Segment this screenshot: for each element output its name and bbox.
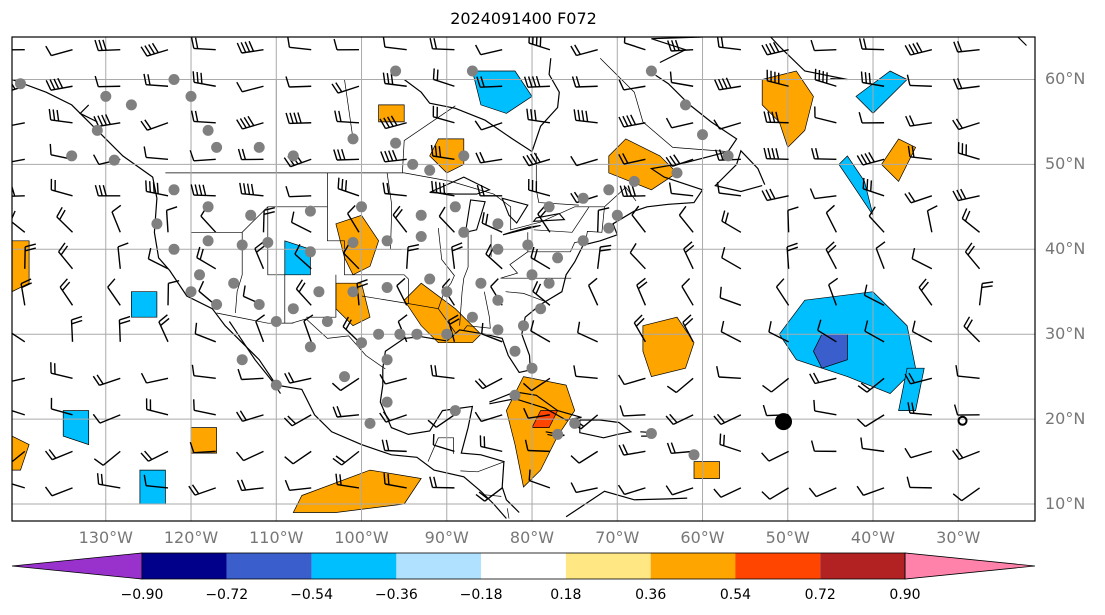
lon-label: 130°W	[78, 528, 133, 547]
lat-label: 10°N	[1045, 494, 1086, 514]
colorbar-tick-label: −0.90	[120, 587, 164, 603]
lat-label: 30°N	[1045, 324, 1086, 344]
colorbar-tick-label: −0.18	[459, 587, 503, 603]
colorbar-tick-label: 0.18	[550, 587, 582, 603]
colorbar-segment	[481, 553, 566, 579]
colorbar-tick-label: 0.72	[804, 587, 836, 603]
lon-label: 100°W	[334, 528, 389, 547]
lon-label: 50°W	[765, 528, 810, 547]
lon-label: 70°W	[595, 528, 640, 547]
lon-label: 110°W	[249, 528, 304, 547]
colorbar-tick-label: −0.36	[374, 587, 418, 603]
lon-label: 90°W	[424, 528, 469, 547]
lon-label: 120°W	[163, 528, 219, 547]
tropical-storm-marker	[775, 413, 793, 431]
lat-label: 50°N	[1045, 154, 1086, 174]
colorbar-extend-low	[11, 552, 143, 580]
colorbar-segment	[311, 553, 397, 579]
colorbar-tick-label: 0.54	[719, 587, 752, 603]
colorbar-tick-label: 0.90	[889, 587, 921, 603]
colorbar-segment	[142, 553, 227, 579]
chart-title: 2024091400 F072	[450, 9, 597, 28]
colorbar-segment	[650, 553, 736, 579]
colorbar-segment	[396, 553, 482, 579]
colorbar-tick-label: −0.72	[205, 587, 249, 603]
lon-label: 40°W	[850, 528, 896, 547]
colorbar-tick-label: −0.54	[290, 587, 333, 603]
lat-label: 60°N	[1045, 69, 1086, 89]
lon-label: 60°W	[680, 528, 725, 547]
colorbar-extend-high	[904, 552, 1036, 580]
map-frame	[11, 36, 1036, 522]
colorbar-segment	[820, 553, 905, 579]
colorbar-segment	[565, 553, 651, 579]
colorbar-segment	[226, 553, 312, 579]
lat-label: 40°N	[1045, 239, 1086, 259]
colorbar-tick-label: 0.36	[635, 587, 667, 603]
lon-label: 80°W	[509, 528, 555, 547]
low-pressure-marker	[957, 415, 968, 426]
lat-label: 20°N	[1045, 409, 1086, 429]
lon-label: 30°W	[936, 528, 981, 547]
colorbar-segment	[735, 553, 821, 579]
